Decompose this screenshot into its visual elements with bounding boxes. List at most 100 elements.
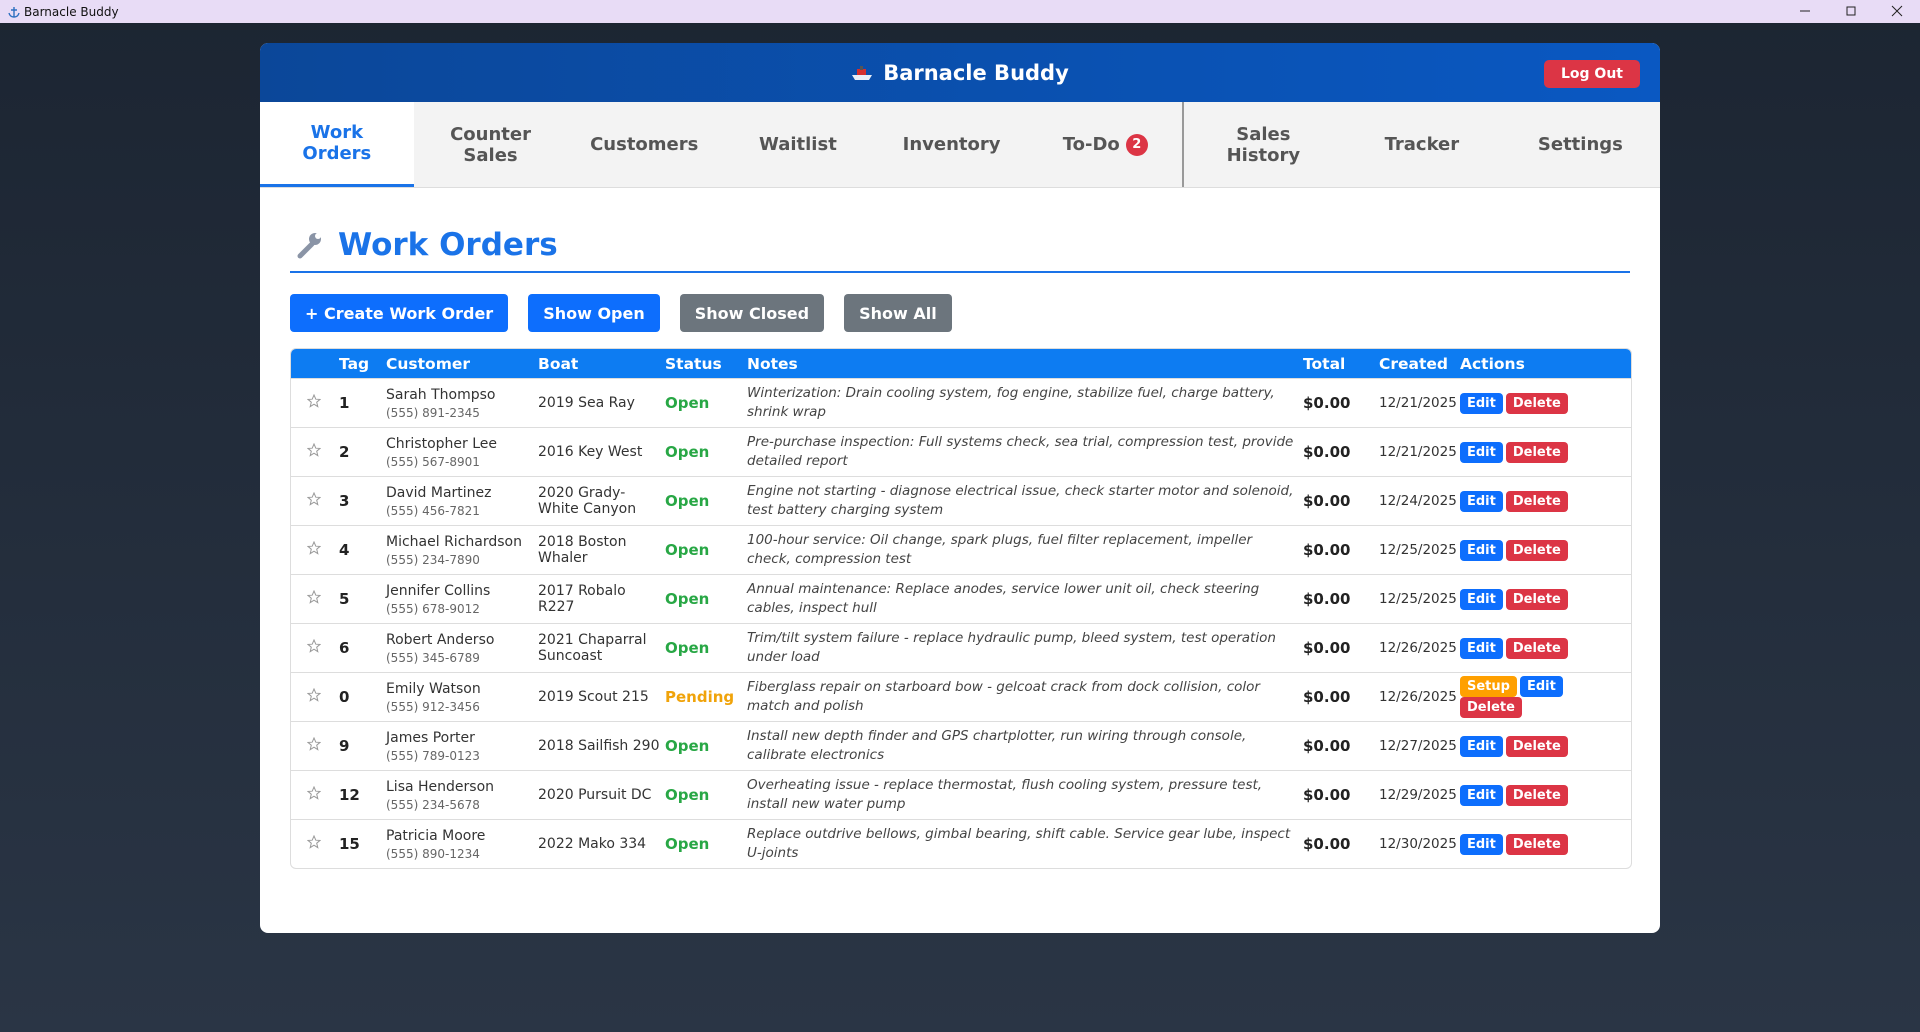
action-button[interactable]: Delete [1505,539,1568,561]
customer-cell: Patricia Moore (555) 890-1234 [384,819,536,868]
tab[interactable]: Customers [567,102,721,187]
button[interactable]: Show Closed [679,294,825,332]
star-icon[interactable] [306,687,322,702]
section-title: Work Orders [338,226,558,263]
star-cell [291,378,337,427]
star-icon[interactable] [306,442,322,457]
header-cell: Boat [536,349,663,378]
star-icon[interactable] [306,785,322,800]
star-icon[interactable] [306,736,322,751]
boat: 2020 Pursuit DC [536,770,663,819]
header-cell: Tag [337,349,384,378]
action-button[interactable]: Delete [1505,833,1568,855]
star-icon[interactable] [306,540,322,555]
star-cell [291,819,337,868]
status: Open [663,819,745,868]
boat: 2019 Scout 215 [536,672,663,721]
tab[interactable]: Counter Sales [414,102,568,187]
action-button[interactable]: Edit [1460,784,1503,806]
created: 12/30/2025 [1377,819,1458,868]
action-button[interactable]: Edit [1460,833,1503,855]
customer-phone: (555) 891-2345 [386,405,480,420]
action-button[interactable]: Delete [1505,784,1568,806]
action-button[interactable]: Delete [1505,637,1568,659]
action-button[interactable]: Edit [1460,588,1503,610]
star-icon[interactable] [306,638,322,653]
tab-group: Sales History Tracker Settings [1184,102,1660,187]
tab-label: Tracker [1384,134,1460,155]
customer-name: James Porter [386,729,475,746]
header-cell: Customer [384,349,536,378]
actions-cell: Edit Delete [1458,378,1631,427]
customer-phone: (555) 234-7890 [386,552,480,567]
tab[interactable]: Settings [1501,102,1660,187]
action-button[interactable]: Edit [1460,392,1503,414]
star-cell [291,672,337,721]
wrench-icon [297,232,321,258]
tab-label: Counter Sales [450,123,531,166]
notes: Install new depth finder and GPS chartpl… [745,721,1301,770]
total: $0.00 [1301,525,1377,574]
star-icon[interactable] [306,834,322,849]
action-button[interactable]: Edit [1519,676,1563,697]
tab[interactable]: Inventory [875,102,1029,187]
tag: 9 [337,721,384,770]
section-header: Work Orders [290,218,1630,273]
notes: Fiberglass repair on starboard bow - gel… [745,672,1301,721]
tab-bar: Work Orders Counter Sales Customers Waitlis… [260,102,1660,188]
total: $0.00 [1301,721,1377,770]
actions-cell: Edit Delete [1458,427,1631,476]
title-bar: Barnacle Buddy [0,0,1920,23]
header-cell [291,349,337,378]
action-button[interactable]: Delete [1505,735,1568,757]
star-icon[interactable] [306,491,322,506]
action-button[interactable]: Delete [1460,697,1522,718]
created: 12/29/2025 [1377,770,1458,819]
action-button[interactable]: Delete [1505,392,1568,414]
action-button[interactable]: Delete [1505,441,1568,463]
maximize[interactable] [1828,0,1874,23]
status: Open [663,427,745,476]
action-button[interactable]: Edit [1460,735,1503,757]
actions-cell: Edit Delete [1458,574,1631,623]
close[interactable] [1874,0,1920,23]
customer-name: Patricia Moore [386,827,486,844]
actions-cell: Edit Delete [1458,525,1631,574]
action-button[interactable]: Setup [1460,676,1517,697]
button[interactable]: + Create Work Order [290,294,509,332]
tab[interactable]: To-Do 2 [1028,102,1182,187]
tab[interactable]: Work Orders [260,102,414,187]
tab[interactable]: Waitlist [721,102,875,187]
boat: 2018 Boston Whaler [536,525,663,574]
customer-cell: Jennifer Collins (555) 678-9012 [384,574,536,623]
button[interactable]: Show All [844,294,952,332]
action-button[interactable]: Edit [1460,441,1503,463]
boat: 2022 Mako 334 [536,819,663,868]
action-button[interactable]: Edit [1460,539,1503,561]
star-icon[interactable] [306,589,322,604]
customer-phone: (555) 678-9012 [386,601,480,616]
star-icon[interactable] [306,393,322,408]
customer-cell: Emily Watson (555) 912-3456 [384,672,536,721]
header-cell: Notes [745,349,1301,378]
tab[interactable]: Tracker [1343,102,1502,187]
customer-phone: (555) 890-1234 [386,846,480,861]
notes: Annual maintenance: Replace anodes, serv… [745,574,1301,623]
logout-button[interactable]: Log Out [1544,60,1640,88]
action-button[interactable]: Delete [1505,588,1568,610]
minimize[interactable] [1782,0,1828,23]
button[interactable]: Show Open [528,294,660,332]
status: Open [663,476,745,525]
boat: 2017 Robalo R227 [536,574,663,623]
tab-label: Customers [590,134,699,155]
tab[interactable]: Sales History [1184,102,1343,187]
action-button[interactable]: Edit [1460,490,1503,512]
total: $0.00 [1301,427,1377,476]
ship-icon [852,65,873,80]
customer-phone: (555) 789-0123 [386,748,480,763]
action-button[interactable]: Edit [1460,637,1503,659]
customer-name: David Martinez [386,484,492,501]
actions-cell: Edit Delete [1458,721,1631,770]
action-button[interactable]: Delete [1505,490,1568,512]
